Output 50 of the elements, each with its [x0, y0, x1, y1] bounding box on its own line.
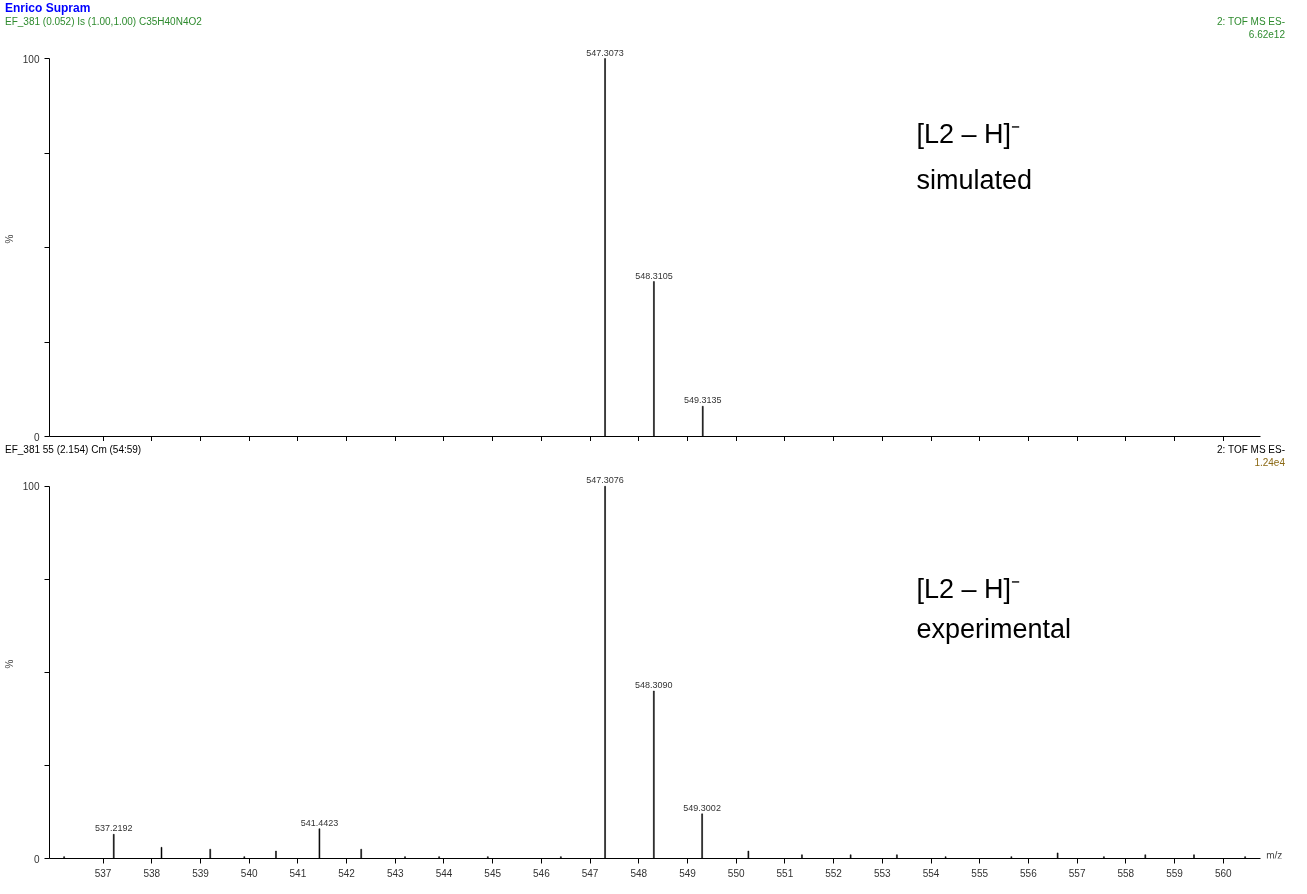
- chart-subtitle: EF_381 (0.052) Is (1.00,1.00) C35H40N4O2: [5, 15, 202, 28]
- x-tick-label: 549: [679, 867, 697, 879]
- x-tick-label: 541: [289, 867, 307, 879]
- x-tick-label: 551: [776, 867, 794, 879]
- annotation: 537.2192: [94, 823, 133, 834]
- y-tick-label: 100: [22, 53, 40, 65]
- y-axis-title: %: [3, 659, 15, 669]
- text: 1.24e4: [1253, 456, 1285, 469]
- y-tick-label: 100: [22, 481, 40, 493]
- annotation: [L2 – H]⁻: [916, 573, 1020, 604]
- x-tick-label: 544: [435, 867, 453, 879]
- annotation: 547.3076: [586, 475, 624, 486]
- text: 6.62e12: [1247, 28, 1285, 41]
- annotation: [L2 – H]⁻: [916, 119, 1020, 150]
- text: 2: TOF MS ES-: [1217, 15, 1285, 28]
- x-tick-label: 558: [1117, 867, 1135, 879]
- x-tick-label: 539: [192, 867, 210, 879]
- x-tick-label: 554: [922, 867, 940, 879]
- x-tick-label: 538: [143, 867, 161, 879]
- annotation: 548.3090: [635, 679, 673, 690]
- chart-title: Enrico Supram: [5, 1, 91, 15]
- x-tick-label: 547: [581, 867, 599, 879]
- x-tick-label: 560: [1214, 867, 1232, 879]
- annotation: 549.3002: [683, 802, 721, 813]
- chart-title: EF_381 55 (2.154) Cm (54:59): [5, 443, 142, 456]
- x-tick-label: 548: [630, 867, 648, 879]
- x-tick-label: 546: [533, 867, 551, 879]
- y-axis-title: %: [3, 234, 15, 244]
- x-axis-title: m/z: [1266, 849, 1283, 861]
- x-tick-label: 553: [873, 867, 892, 879]
- annotation: 549.3135: [684, 395, 722, 406]
- x-tick-label: 540: [240, 867, 258, 879]
- annotation: simulated: [916, 164, 1032, 195]
- x-tick-label: 552: [825, 867, 843, 879]
- x-tick-label: 555: [971, 867, 989, 879]
- x-tick-label: 543: [386, 867, 405, 879]
- annotation: experimental: [916, 614, 1071, 645]
- x-tick-label: 545: [484, 867, 502, 879]
- x-tick-label: 559: [1166, 867, 1184, 879]
- x-tick-label: 557: [1068, 867, 1086, 879]
- x-tick-label: 537: [94, 867, 112, 879]
- x-tick-label: 550: [727, 867, 745, 879]
- y-tick-label: 0: [33, 431, 40, 443]
- text: 2: TOF MS ES-: [1217, 443, 1285, 456]
- x-tick-label: 542: [338, 867, 356, 879]
- y-tick-label: 0: [33, 853, 40, 865]
- annotation: 541.4423: [300, 817, 339, 828]
- annotation: 548.3105: [635, 270, 673, 281]
- x-tick-label: 556: [1020, 867, 1038, 879]
- annotation: 547.3073: [586, 47, 624, 58]
